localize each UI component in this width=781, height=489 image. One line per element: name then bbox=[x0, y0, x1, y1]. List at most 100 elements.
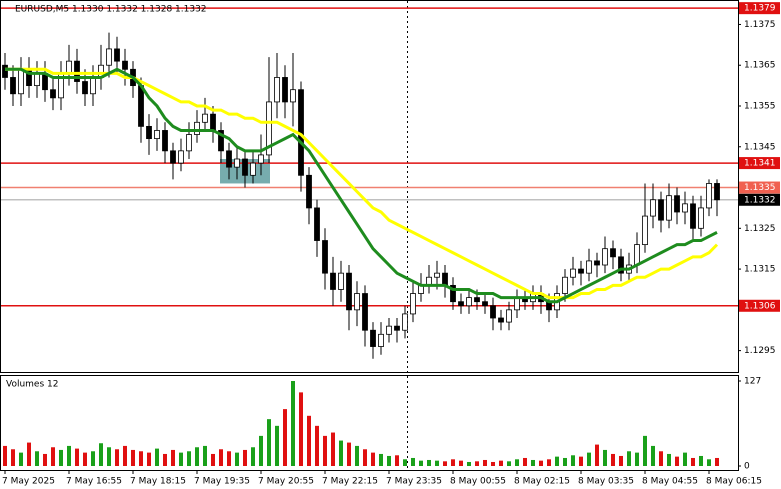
price-panel bbox=[0, 0, 739, 373]
level-label-box bbox=[739, 181, 780, 194]
y-tick-label: 1.1355 bbox=[744, 102, 776, 112]
candle-body bbox=[178, 150, 184, 164]
level-label: 1.1306 bbox=[744, 301, 776, 311]
candle-body bbox=[610, 248, 616, 258]
candle-body bbox=[562, 276, 568, 294]
candle-body bbox=[674, 195, 680, 213]
candle-body bbox=[338, 272, 344, 290]
candle-body bbox=[226, 150, 232, 168]
candle-body bbox=[666, 195, 672, 221]
x-tick-label: 8 May 06:15 bbox=[706, 477, 762, 487]
volume-tick-label: 0 bbox=[744, 462, 750, 472]
levels-layer bbox=[1, 7, 738, 307]
y-tick-label: 1.1315 bbox=[744, 265, 776, 275]
candle-body bbox=[306, 174, 312, 209]
candle-body bbox=[458, 301, 464, 307]
candle-body bbox=[634, 244, 640, 266]
y-tick-label: 1.1295 bbox=[744, 346, 776, 356]
candle-body bbox=[106, 48, 112, 66]
candle-body bbox=[314, 207, 320, 241]
x-tick-label: 8 May 03:35 bbox=[578, 477, 634, 487]
candle-body bbox=[202, 113, 208, 123]
volume-layer bbox=[3, 381, 719, 466]
candle-body bbox=[370, 329, 376, 347]
candle-body bbox=[514, 297, 520, 311]
candle-body bbox=[402, 313, 408, 331]
candle-body bbox=[354, 293, 360, 311]
candle-body bbox=[714, 183, 720, 201]
volume-panel bbox=[0, 375, 739, 471]
candle-body bbox=[82, 81, 88, 95]
candle-body bbox=[586, 260, 592, 274]
level-label: 1.1341 bbox=[744, 159, 776, 169]
candle-body bbox=[194, 121, 200, 135]
candle-body bbox=[234, 158, 240, 168]
candle-body bbox=[266, 101, 272, 156]
candle-body bbox=[682, 203, 688, 213]
candle-body bbox=[434, 272, 440, 278]
candle-body bbox=[706, 183, 712, 209]
candle-body bbox=[18, 68, 24, 95]
candle-body bbox=[122, 60, 128, 70]
level-label-box bbox=[739, 193, 780, 206]
candle-body bbox=[322, 240, 328, 274]
candle-body bbox=[498, 317, 504, 323]
candle-body bbox=[602, 248, 608, 266]
candle-body bbox=[146, 125, 152, 140]
candle-body bbox=[242, 158, 248, 176]
level-label: 1.1379 bbox=[744, 4, 776, 14]
candle-body bbox=[482, 301, 488, 307]
x-tick-label: 7 May 16:55 bbox=[66, 477, 122, 487]
candle-body bbox=[210, 113, 216, 131]
volume-tick-label: 127 bbox=[744, 377, 761, 387]
candle-body bbox=[594, 260, 600, 266]
candle-body bbox=[690, 203, 696, 229]
candle-body bbox=[10, 77, 16, 95]
level-label-box bbox=[739, 299, 780, 312]
candle-body bbox=[490, 305, 496, 319]
candle-body bbox=[466, 297, 472, 307]
candle-body bbox=[378, 333, 384, 347]
candle-body bbox=[154, 130, 160, 140]
candle-body bbox=[618, 256, 624, 274]
candle-body bbox=[330, 272, 336, 290]
level-label-box bbox=[739, 157, 780, 170]
candle-body bbox=[170, 150, 176, 164]
y-tick-label: 1.1345 bbox=[744, 142, 776, 152]
moving-average bbox=[5, 67, 718, 304]
x-tick-label: 7 May 20:55 bbox=[258, 477, 314, 487]
candle-body bbox=[66, 60, 72, 74]
x-tick-label: 8 May 02:15 bbox=[514, 477, 570, 487]
x-tick-label: 8 May 04:55 bbox=[642, 477, 698, 487]
candle-body bbox=[410, 293, 416, 315]
candle-body bbox=[442, 272, 448, 286]
candle-body bbox=[250, 162, 256, 176]
y-tick-label: 1.1325 bbox=[744, 224, 776, 234]
level-label-box bbox=[739, 2, 780, 15]
candle-body bbox=[450, 284, 456, 303]
candle-body bbox=[258, 154, 264, 164]
candle-body bbox=[34, 72, 40, 87]
candle-body bbox=[162, 130, 168, 152]
candle-body bbox=[346, 272, 352, 311]
lines-layer bbox=[5, 67, 719, 304]
level-label: 1.1332 bbox=[744, 195, 776, 205]
x-tick-label: 7 May 22:15 bbox=[322, 477, 378, 487]
candle-body bbox=[658, 199, 664, 221]
candle-body bbox=[218, 130, 224, 152]
candles-layer bbox=[2, 32, 720, 359]
candle-body bbox=[394, 325, 400, 331]
candle-body bbox=[74, 60, 80, 82]
candle-body bbox=[282, 77, 288, 103]
candle-body bbox=[578, 268, 584, 274]
candle-body bbox=[362, 293, 368, 331]
candle-body bbox=[474, 297, 480, 303]
candle-body bbox=[698, 207, 704, 229]
x-tick-label: 7 May 23:35 bbox=[386, 477, 442, 487]
candle-body bbox=[274, 77, 280, 103]
moving-average bbox=[5, 67, 719, 300]
candle-body bbox=[114, 48, 120, 62]
